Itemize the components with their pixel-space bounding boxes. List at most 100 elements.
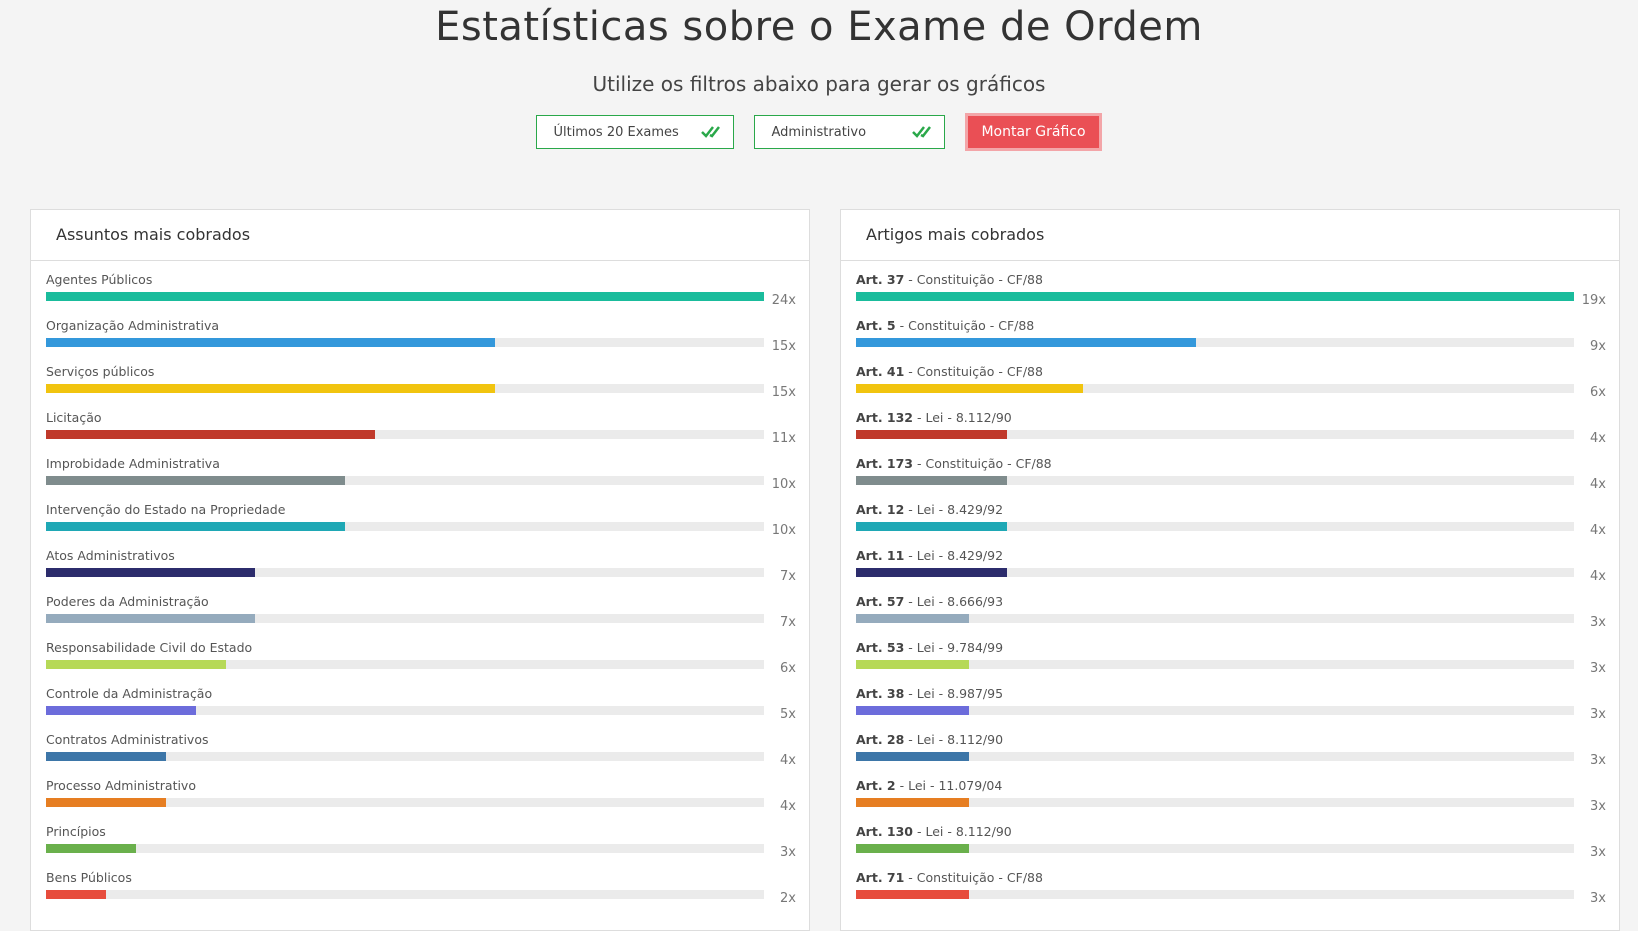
article-label: Art. 71 bbox=[856, 870, 905, 885]
source-label: - Lei - 9.784/99 bbox=[908, 640, 1004, 655]
bar-row: Princípios 3x bbox=[46, 824, 796, 870]
bar-row: Art. 130 - Lei - 8.112/90 3x bbox=[856, 824, 1606, 870]
bar bbox=[46, 338, 495, 347]
bar bbox=[856, 890, 970, 899]
bar-label: Art. 11 - Lei - 8.429/92 bbox=[856, 548, 1003, 563]
panel-title: Assuntos mais cobrados bbox=[31, 210, 809, 261]
subtitle: Utilize os filtros abaixo para gerar os … bbox=[592, 72, 1046, 96]
value-label: 3x bbox=[780, 845, 796, 860]
value-label: 3x bbox=[1590, 891, 1606, 906]
value-label: 3x bbox=[1590, 615, 1606, 630]
bar-track bbox=[856, 660, 1574, 669]
bar-track bbox=[46, 292, 764, 301]
filters: Últimos 20 Exames Administrativo Montar … bbox=[0, 113, 1638, 151]
value-label: 3x bbox=[1590, 845, 1606, 860]
bar-label: Art. 53 - Lei - 9.784/99 bbox=[856, 640, 1003, 655]
bar-row: Art. 5 - Constituição - CF/88 9x bbox=[856, 318, 1606, 364]
bar-row: Atos Administrativos 7x bbox=[46, 548, 796, 594]
source-label: - Lei - 11.079/04 bbox=[899, 778, 1003, 793]
bar-label: Art. 12 - Lei - 8.429/92 bbox=[856, 502, 1003, 517]
source-label: - Constituição - CF/88 bbox=[917, 456, 1052, 471]
bar-row: Art. 37 - Constituição - CF/88 19x bbox=[856, 272, 1606, 318]
bar bbox=[856, 614, 970, 623]
bar-row: Art. 28 - Lei - 8.112/90 3x bbox=[856, 732, 1606, 778]
article-label: Art. 53 bbox=[856, 640, 905, 655]
bar bbox=[856, 384, 1083, 393]
bar-label: Atos Administrativos bbox=[46, 548, 175, 563]
bar-label: Art. 28 - Lei - 8.112/90 bbox=[856, 732, 1003, 747]
bar bbox=[46, 430, 376, 439]
bar-row: Art. 11 - Lei - 8.429/92 4x bbox=[856, 548, 1606, 594]
bar-row: Contratos Administrativos 4x bbox=[46, 732, 796, 778]
value-label: 24x bbox=[771, 293, 796, 308]
bar-row: Art. 38 - Lei - 8.987/95 3x bbox=[856, 686, 1606, 732]
bar-row: Art. 12 - Lei - 8.429/92 4x bbox=[856, 502, 1606, 548]
bar bbox=[46, 660, 226, 669]
filter-text: Últimos 20 Exames bbox=[553, 124, 679, 140]
bar-track bbox=[46, 752, 764, 761]
bar-track bbox=[856, 798, 1574, 807]
check-icon bbox=[701, 126, 721, 138]
filter-text: Administrativo bbox=[771, 124, 867, 140]
source-label: - Lei - 8.112/90 bbox=[917, 824, 1012, 839]
bar-row: Art. 71 - Constituição - CF/88 3x bbox=[856, 870, 1606, 916]
value-label: 2x bbox=[780, 891, 796, 906]
value-label: 3x bbox=[1590, 799, 1606, 814]
bar-label: Art. 130 - Lei - 8.112/90 bbox=[856, 824, 1012, 839]
bar-track bbox=[46, 798, 764, 807]
bar-label: Licitação bbox=[46, 410, 102, 425]
value-label: 11x bbox=[771, 431, 796, 446]
bar-row: Art. 2 - Lei - 11.079/04 3x bbox=[856, 778, 1606, 824]
value-label: 15x bbox=[771, 385, 796, 400]
bar-label: Responsabilidade Civil do Estado bbox=[46, 640, 253, 655]
bar-label: Controle da Administração bbox=[46, 686, 213, 701]
subject-filter[interactable]: Administrativo bbox=[754, 115, 946, 149]
bar bbox=[46, 844, 136, 853]
bar-row: Poderes da Administração 7x bbox=[46, 594, 796, 640]
bar bbox=[46, 522, 346, 531]
source-label: - Constituição - CF/88 bbox=[908, 272, 1043, 287]
bar-row: Improbidade Administrativa 10x bbox=[46, 456, 796, 502]
bar-label: Princípios bbox=[46, 824, 106, 839]
bar bbox=[856, 430, 1008, 439]
bar-label: Processo Administrativo bbox=[46, 778, 196, 793]
value-label: 10x bbox=[771, 477, 796, 492]
bar bbox=[856, 660, 970, 669]
source-label: - Lei - 8.987/95 bbox=[908, 686, 1004, 701]
bar-row: Intervenção do Estado na Propriedade 10x bbox=[46, 502, 796, 548]
build-chart-button[interactable]: Montar Gráfico bbox=[965, 113, 1102, 151]
bar-label: Art. 38 - Lei - 8.987/95 bbox=[856, 686, 1003, 701]
bar-track bbox=[856, 890, 1574, 899]
article-label: Art. 57 bbox=[856, 594, 905, 609]
value-label: 5x bbox=[780, 707, 796, 722]
bar bbox=[46, 384, 495, 393]
article-label: Art. 132 bbox=[856, 410, 914, 425]
bar-label: Serviços públicos bbox=[46, 364, 155, 379]
page: Estatísticas sobre o Exame de Ordem Util… bbox=[0, 4, 1638, 931]
source-label: - Constituição - CF/88 bbox=[908, 870, 1043, 885]
value-label: 4x bbox=[1590, 569, 1606, 584]
article-label: Art. 37 bbox=[856, 272, 905, 287]
bar-row: Organização Administrativa 15x bbox=[46, 318, 796, 364]
value-label: 3x bbox=[1590, 661, 1606, 676]
bar-track bbox=[856, 292, 1574, 301]
bar-row: Agentes Públicos 24x bbox=[46, 272, 796, 318]
bar-label: Improbidade Administrativa bbox=[46, 456, 220, 471]
page-title: Estatísticas sobre o Exame de Ordem bbox=[435, 4, 1203, 50]
value-label: 3x bbox=[1590, 753, 1606, 768]
bar bbox=[856, 338, 1197, 347]
bar-label: Art. 57 - Lei - 8.666/93 bbox=[856, 594, 1003, 609]
bar-row: Art. 57 - Lei - 8.666/93 3x bbox=[856, 594, 1606, 640]
bar-row: Licitação 11x bbox=[46, 410, 796, 456]
bar-label: Art. 132 - Lei - 8.112/90 bbox=[856, 410, 1012, 425]
exam-filter[interactable]: Últimos 20 Exames bbox=[536, 115, 735, 149]
article-label: Art. 12 bbox=[856, 502, 905, 517]
source-label: - Lei - 8.429/92 bbox=[908, 502, 1004, 517]
bar-track bbox=[856, 706, 1574, 715]
article-label: Art. 28 bbox=[856, 732, 905, 747]
value-label: 9x bbox=[1590, 339, 1606, 354]
bar-row: Bens Públicos 2x bbox=[46, 870, 796, 916]
bar bbox=[856, 706, 970, 715]
bar-track bbox=[46, 568, 764, 577]
bar bbox=[856, 752, 970, 761]
